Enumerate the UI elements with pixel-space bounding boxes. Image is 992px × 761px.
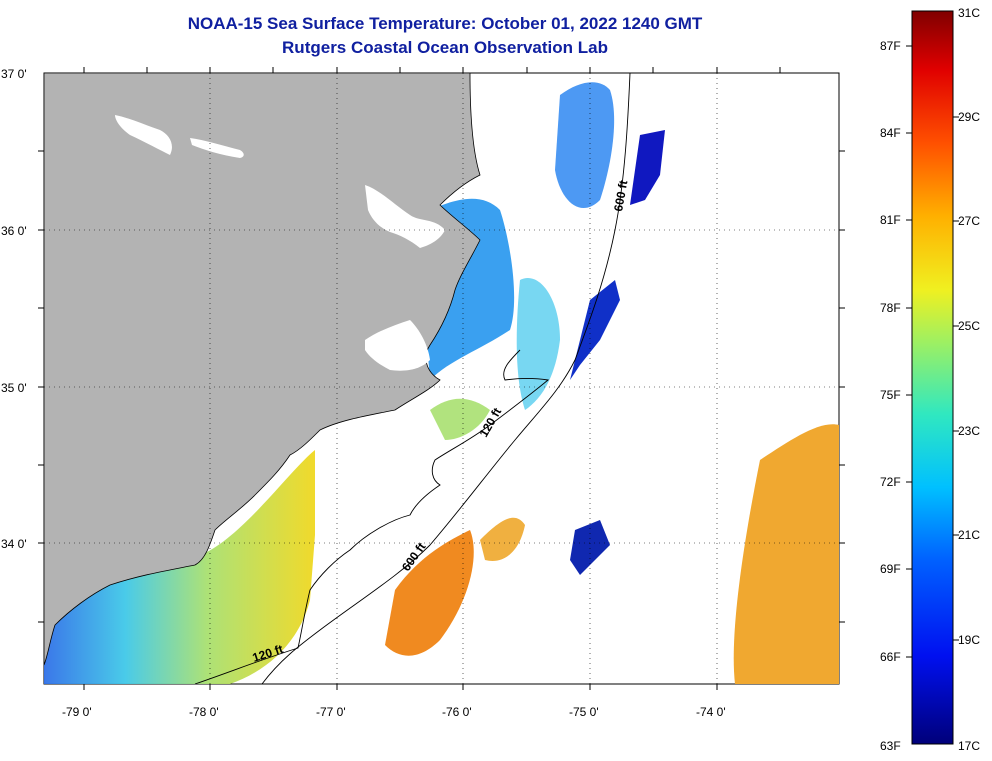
cb-c-21: 21C	[958, 528, 980, 542]
cb-f-87: 87F	[880, 39, 901, 53]
lon-label-74: -74 0'	[696, 705, 726, 719]
cb-f-81: 81F	[880, 213, 901, 227]
pamlico-sound	[365, 320, 430, 371]
sst-data-layer	[44, 82, 839, 684]
lon-label-75: -75 0'	[569, 705, 599, 719]
cold-blue-strip	[570, 280, 620, 380]
cb-c-27: 27C	[958, 214, 980, 228]
river-inlet	[190, 138, 244, 158]
cb-c-23: 23C	[958, 424, 980, 438]
graticule	[44, 73, 839, 684]
gulf-stream-cold-edge	[630, 130, 665, 205]
cb-f-72: 72F	[880, 475, 901, 489]
cb-f-84: 84F	[880, 126, 901, 140]
contour-120ft	[194, 349, 550, 685]
cb-f-66: 66F	[880, 650, 901, 664]
cb-f-63: 63F	[880, 739, 901, 753]
map-title: NOAA-15 Sea Surface Temperature: October…	[187, 14, 703, 33]
mixed-patch-shelf	[516, 278, 560, 410]
cb-f-78: 78F	[880, 301, 901, 315]
lon-label-76: -76 0'	[442, 705, 472, 719]
cb-c-29: 29C	[958, 110, 980, 124]
cool-patch-offshore-north	[555, 82, 615, 209]
cb-c-25: 25C	[958, 319, 980, 333]
land-mass	[43, 72, 481, 666]
warm-patch-central	[480, 517, 525, 561]
cb-c-19: 19C	[958, 633, 980, 647]
lon-label-79: -79 0'	[62, 705, 92, 719]
cb-c-17: 17C	[958, 739, 980, 753]
warm-shelf-edge-green	[430, 398, 490, 440]
colorbar	[911, 10, 954, 745]
lat-label-37: 37 0'	[1, 67, 27, 81]
lat-label-34: 34 0'	[1, 537, 27, 551]
albemarle-sound	[365, 185, 445, 248]
cb-f-69: 69F	[880, 562, 901, 576]
blue-patch-southeast	[570, 520, 610, 575]
lon-label-78: -78 0'	[189, 705, 219, 719]
colorbar-ticks	[906, 45, 959, 658]
chesapeake-inlet	[115, 115, 172, 155]
cb-c-31: 31C	[958, 6, 980, 20]
lon-label-77: -77 0'	[316, 705, 346, 719]
lat-label-35: 35 0'	[1, 381, 27, 395]
lat-label-36: 36 0'	[1, 224, 27, 238]
offshore-warm-patch-east	[733, 424, 839, 684]
contour-600ft	[261, 72, 631, 685]
contour-label-600-north: 600 ft	[611, 179, 630, 212]
cb-f-75: 75F	[880, 388, 901, 402]
warm-patch-south-central	[385, 530, 474, 656]
frame-ticks	[38, 67, 845, 690]
map-subtitle: Rutgers Coastal Ocean Observation Lab	[282, 38, 608, 57]
